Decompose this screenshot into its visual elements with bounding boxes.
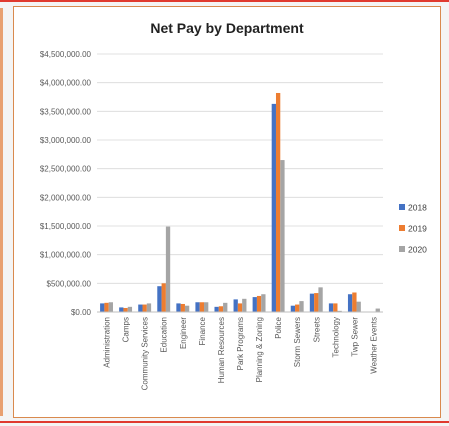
legend-label-2018: 2018: [408, 203, 427, 213]
y-tick-label: $500,000.00: [47, 279, 92, 288]
top-border-line: [0, 0, 449, 2]
legend-swatch-2018: [399, 204, 405, 210]
bar-2019: [199, 302, 205, 312]
bar-2020: [223, 302, 228, 312]
x-axis-tick-labels: Administration Camps Community Services Edu…: [103, 316, 379, 390]
bar-2018: [119, 307, 124, 312]
x-tick-label: Technology: [331, 317, 340, 357]
bar-2019: [333, 303, 338, 312]
x-tick-label: Education: [160, 317, 169, 353]
bar-2019: [237, 303, 243, 312]
bar-2019: [295, 304, 300, 312]
bar-2018: [157, 286, 162, 312]
bar-2019: [352, 292, 357, 312]
y-tick-label: $1,500,000.00: [40, 222, 92, 231]
bar-2020: [146, 303, 152, 312]
x-tick-label: Camps: [122, 317, 131, 342]
bar-2020: [204, 302, 209, 312]
bar-2020: [299, 301, 304, 312]
bar-2018: [271, 103, 276, 312]
left-border-strip: [0, 8, 3, 416]
bar-2019: [123, 307, 128, 312]
x-tick-label: Community Services: [141, 317, 150, 390]
y-tick-label: $4,500,000.00: [40, 50, 92, 59]
bar-2020: [127, 306, 133, 312]
bar-2018: [214, 306, 219, 312]
bar-2019: [161, 283, 166, 312]
x-tick-label: Finance: [198, 316, 207, 345]
bar-2019: [314, 293, 319, 312]
bars: [100, 92, 380, 312]
bar-2019: [256, 295, 262, 312]
x-tick-label: Park Programs: [236, 317, 245, 370]
y-tick-label: $2,000,000.00: [40, 193, 92, 202]
bar-2020: [356, 301, 361, 312]
legend-swatch-2020: [399, 246, 405, 252]
bar-2020: [375, 308, 380, 312]
legend-label-2019: 2019: [408, 224, 427, 234]
bar-2018: [309, 293, 315, 312]
y-tick-label: $3,000,000.00: [40, 136, 92, 145]
bar-2019: [104, 302, 109, 312]
bar-2019: [275, 92, 281, 312]
bar-2020: [280, 160, 285, 312]
chart-frame: [13, 6, 441, 418]
bar-2018: [138, 304, 143, 312]
x-tick-label: Administration: [103, 317, 112, 368]
y-tick-label: $0.00: [71, 308, 92, 317]
bar-2019: [218, 306, 224, 312]
chart-title: Net Pay by Department: [150, 20, 304, 36]
bar-2020: [184, 305, 190, 312]
legend-swatch-2019: [399, 225, 405, 231]
bar-2020: [261, 294, 266, 312]
bar-2018: [347, 294, 353, 312]
bar-2018: [100, 303, 105, 312]
y-tick-label: $3,500,000.00: [40, 107, 92, 116]
x-tick-label: Engineer: [179, 317, 188, 349]
bar-2018: [328, 303, 334, 312]
legend-label-2020: 2020: [408, 245, 427, 255]
y-axis-tick-labels: $0.00 $500,000.00 $1,000,000.00 $1,500,000.…: [40, 50, 92, 317]
bar-2019: [142, 304, 147, 312]
bottom-border-line: [0, 421, 449, 423]
y-tick-label: $2,500,000.00: [40, 165, 92, 174]
bar-2018: [290, 305, 296, 312]
x-tick-label: Twp Sewer: [350, 317, 359, 357]
x-tick-label: Streets: [312, 317, 321, 342]
gridlines: [97, 53, 383, 284]
y-tick-label: $4,000,000.00: [40, 79, 92, 88]
y-tick-label: $1,000,000.00: [40, 251, 92, 260]
bar-2020: [108, 302, 113, 312]
bar-2018: [252, 297, 257, 312]
bar-2019: [180, 303, 185, 312]
x-tick-label: Storm Sewers: [293, 317, 302, 367]
legend: 2018 2019 2020: [399, 203, 427, 255]
bar-2018: [176, 303, 181, 312]
bar-2018: [233, 299, 238, 312]
x-tick-label: Police: [274, 316, 283, 338]
x-tick-label: Weather Events: [369, 317, 378, 374]
bar-2020: [337, 310, 342, 312]
x-tick-label: Planning & Zoning: [255, 317, 264, 382]
bar-2020: [165, 226, 171, 312]
bar-2020: [242, 298, 247, 312]
x-tick-label: Human Resources: [217, 317, 226, 383]
bar-2020: [318, 287, 323, 312]
bar-2018: [195, 302, 200, 312]
